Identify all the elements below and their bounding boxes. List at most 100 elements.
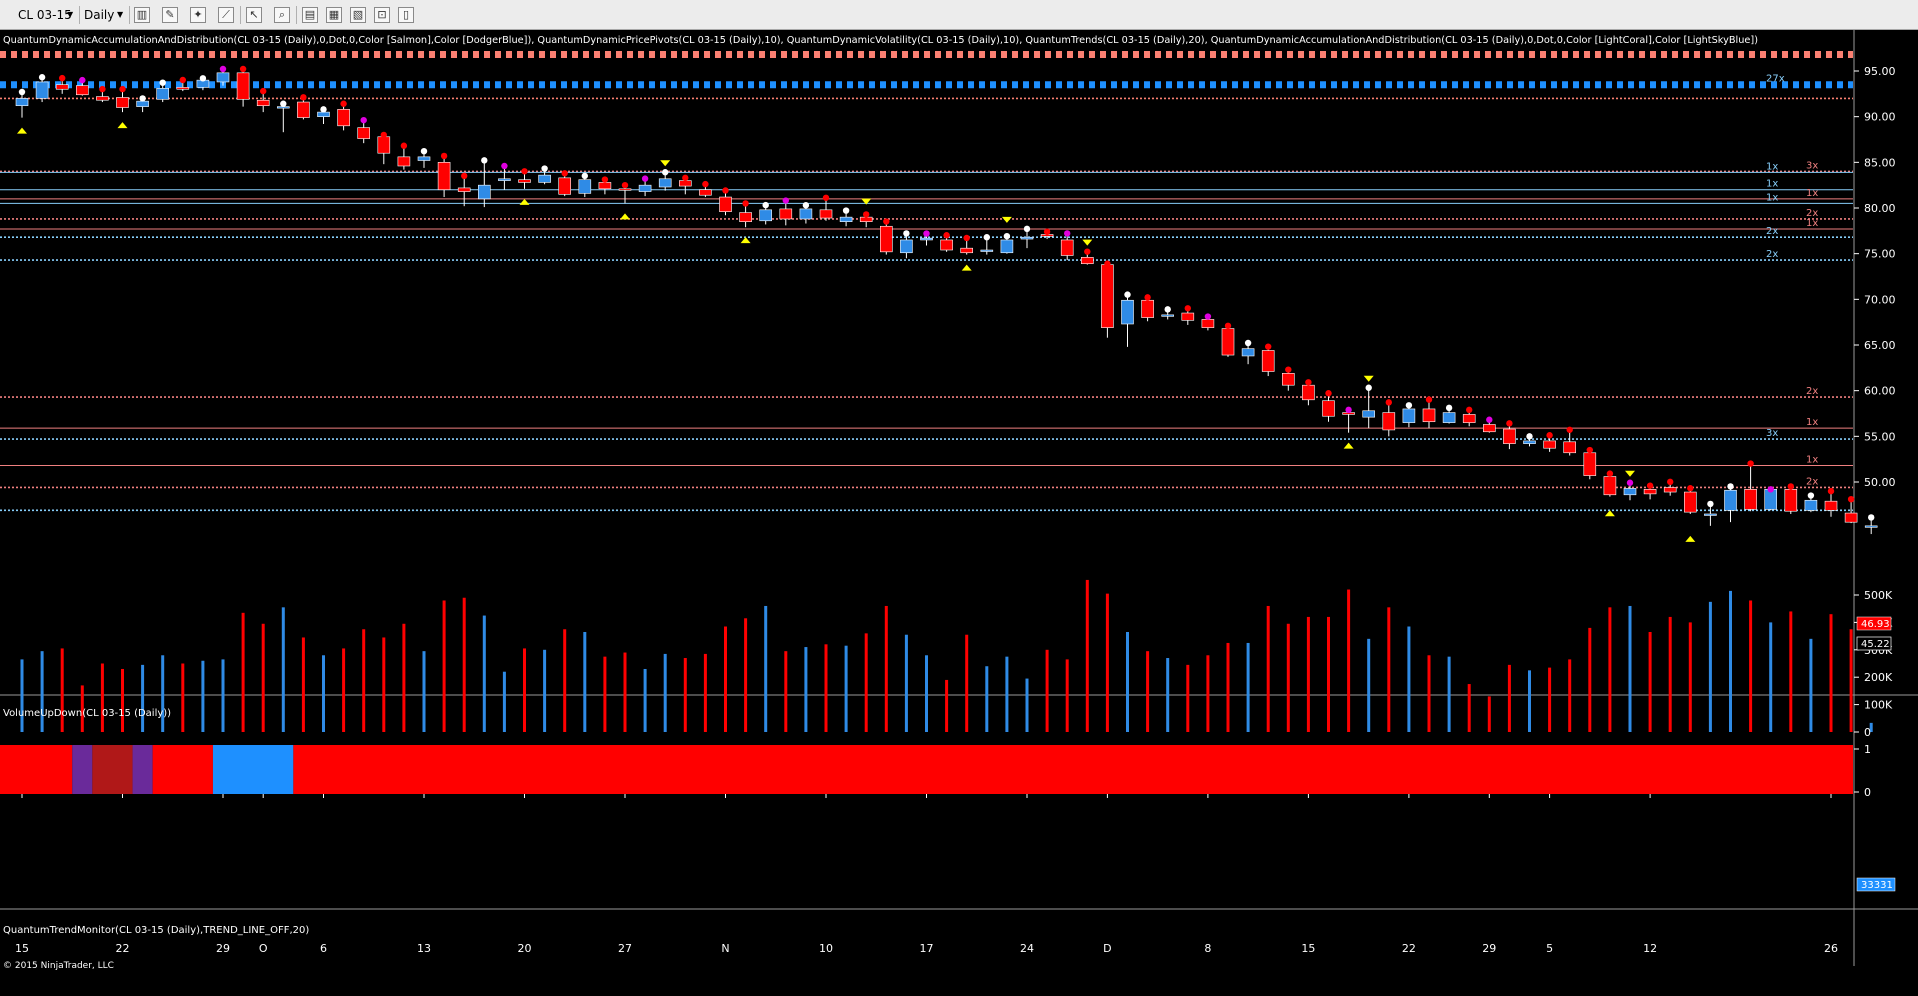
- volatility-dot: [1747, 460, 1754, 467]
- candle-body: [1462, 414, 1476, 423]
- volume-bar: [864, 633, 868, 732]
- volume-bar: [1005, 656, 1009, 732]
- volume-bar: [1186, 664, 1190, 732]
- cursor-icon[interactable]: ↖: [246, 7, 262, 23]
- volume-bar: [1809, 638, 1813, 732]
- pivot-high-marker: [1001, 216, 1012, 223]
- time-axis[interactable]: 15 22 29 O 6 13 20 27 N 10 17 24 D 8 15 22 29 5 12 26: [15, 794, 1838, 955]
- chart-trader-icon[interactable]: ▯: [398, 7, 414, 23]
- volatility-dot: [501, 162, 508, 170]
- volatility-dot: [1526, 433, 1533, 440]
- volume-bar: [1668, 616, 1672, 732]
- chevron-down-icon[interactable]: ▼: [67, 10, 74, 19]
- candle-body: [35, 81, 49, 99]
- candle-body: [879, 225, 893, 253]
- pivot-low-marker: [961, 264, 972, 271]
- candle-body: [176, 87, 190, 90]
- volatility-dot: [541, 165, 548, 172]
- candle-body: [658, 178, 672, 188]
- candle-body: [920, 237, 933, 241]
- x-tick-label: 5: [1546, 942, 1553, 955]
- volume-bar: [1367, 638, 1371, 732]
- volume-y-tick-label: 100K: [1864, 699, 1893, 712]
- candle-body: [1503, 428, 1516, 444]
- x-tick-label: 29: [1482, 942, 1496, 955]
- candle-body: [1241, 348, 1255, 357]
- volatility-dot: [581, 172, 588, 180]
- volume-bar: [724, 626, 727, 732]
- chart-toolbar: CL 03-15 ▼ Daily ▼ ▥ ✎ ✦ ⟋ ↖ ⌕ ▤ ▦ ▧ ⊡ ▯: [0, 0, 1918, 30]
- level-label: 3x: [1766, 428, 1778, 439]
- period-selector[interactable]: Daily: [84, 8, 115, 22]
- candle-body: [1523, 440, 1536, 444]
- trend-segment: [293, 745, 1854, 794]
- candle-body: [819, 209, 833, 219]
- indicators-icon[interactable]: ▦: [326, 7, 342, 23]
- volume-bar: [1327, 616, 1330, 732]
- volume-bar: [804, 647, 808, 732]
- volume-bar: [261, 623, 265, 732]
- candle-body: [357, 127, 371, 139]
- candle-body: [216, 72, 230, 83]
- y-tick-label: 65.00: [1864, 339, 1896, 352]
- volatility-dot: [662, 169, 669, 176]
- candle-body: [1724, 489, 1737, 511]
- candle-body: [1684, 491, 1697, 513]
- volume-bar: [1045, 649, 1049, 732]
- level-label: 2x: [1806, 208, 1818, 219]
- candle-body: [1081, 257, 1094, 265]
- volume-bar: [1105, 593, 1109, 732]
- candle-body: [1282, 373, 1295, 386]
- candle-body: [839, 216, 853, 222]
- volatility-dot: [1586, 446, 1594, 454]
- drawing-tools-icon[interactable]: ✦: [190, 7, 206, 23]
- draw-pencil-icon[interactable]: ✎: [162, 7, 178, 23]
- volume-bar: [502, 671, 506, 732]
- volume-bar: [1246, 642, 1250, 732]
- volatility-dot: [1043, 228, 1051, 235]
- volatility-dot: [1847, 495, 1855, 503]
- volatility-dot: [842, 207, 850, 214]
- candle-body: [1422, 408, 1436, 423]
- zoom-icon[interactable]: ⌕: [274, 7, 290, 23]
- trend-segment: [72, 745, 93, 794]
- trend-monitor-panel: [0, 745, 1854, 794]
- toolbar-separator: [240, 6, 241, 24]
- candle-body: [457, 187, 471, 192]
- volatility-dot: [903, 230, 910, 237]
- chevron-down-icon[interactable]: ▼: [117, 10, 124, 19]
- volatility-dot: [1265, 343, 1272, 350]
- volatility-dot: [1325, 390, 1332, 397]
- volume-bar: [985, 666, 989, 732]
- trend-segment: [0, 745, 73, 794]
- candle-body: [1744, 489, 1757, 510]
- data-box-icon[interactable]: ⊡: [374, 7, 390, 23]
- pivot-low-marker: [1604, 510, 1615, 517]
- candle-body: [1603, 476, 1617, 496]
- volatility-dot: [1084, 248, 1091, 255]
- volatility-dot: [1244, 339, 1252, 347]
- volume-y-tick-label: 500K: [1864, 589, 1893, 602]
- volatility-dot: [1224, 322, 1232, 330]
- bar-type-icon[interactable]: ▥: [134, 7, 150, 23]
- toolbar-separator: [296, 6, 297, 24]
- volatility-dot: [38, 74, 46, 81]
- drawing-tools-icon[interactable]: ⟋: [218, 7, 234, 23]
- cursor-price-value: 45.22: [1861, 639, 1890, 650]
- volume-bar: [884, 605, 888, 732]
- candle-body: [116, 97, 129, 108]
- volume-bar: [623, 652, 627, 732]
- volume-bar: [1266, 605, 1270, 732]
- volatility-dot: [300, 94, 307, 101]
- strategies-icon[interactable]: ▧: [350, 7, 366, 23]
- volume-bar: [1447, 656, 1451, 732]
- volatility-dot: [601, 176, 609, 183]
- volatility-dot: [782, 197, 789, 204]
- instrument-selector[interactable]: CL 03-15: [18, 8, 72, 22]
- candle-body: [598, 182, 612, 190]
- pivot-low-marker: [117, 122, 128, 129]
- properties-icon[interactable]: ▤: [302, 7, 318, 23]
- volatility-dot: [99, 85, 106, 93]
